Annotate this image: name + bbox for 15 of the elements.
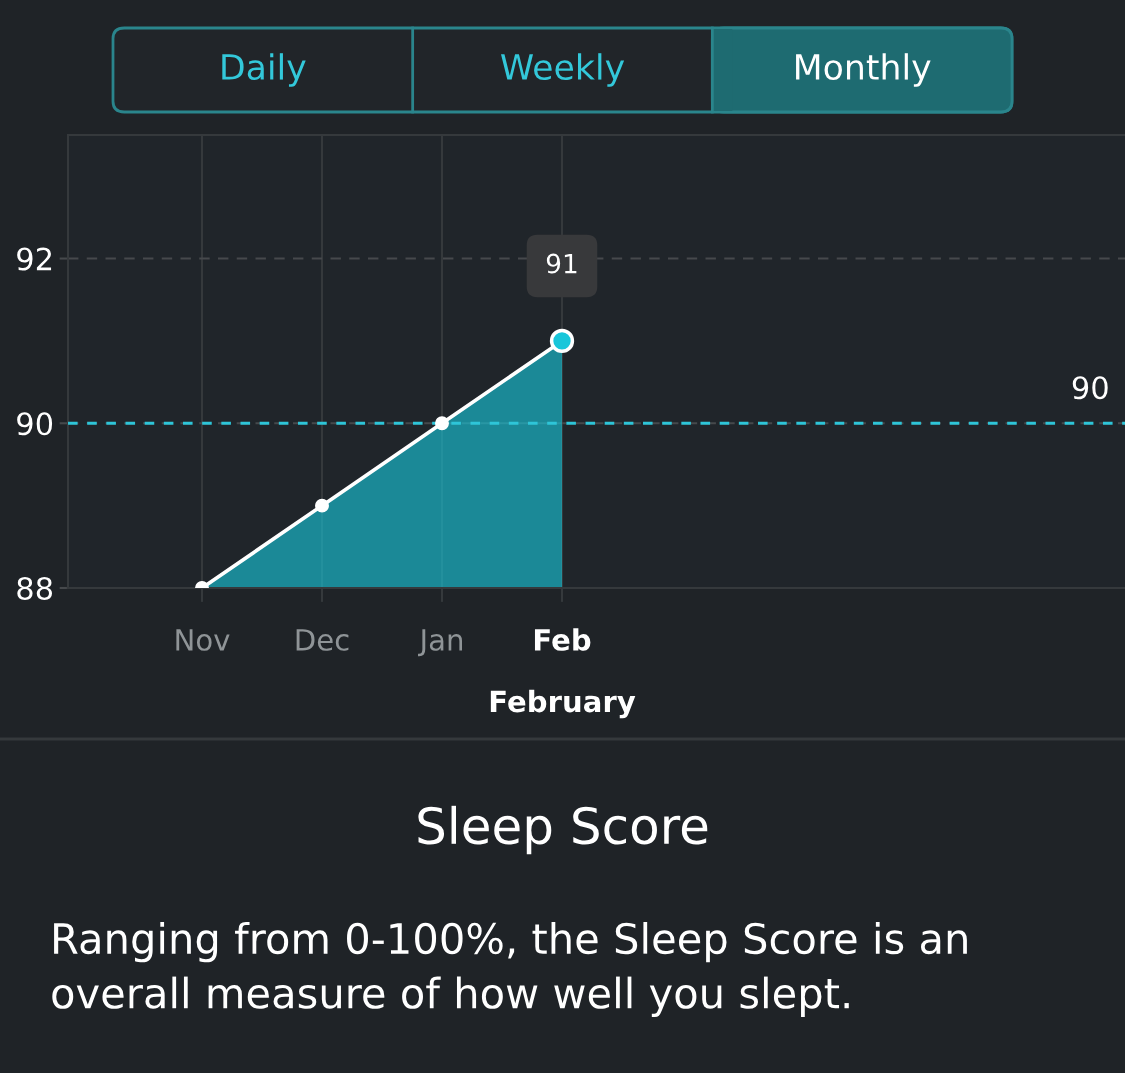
y-tick-label: 90	[17, 412, 53, 436]
text: Sleep Score	[418, 805, 708, 855]
y-tick-label: 92	[17, 247, 52, 271]
x-tick-label: Dec	[296, 629, 349, 651]
x-axis-title: February	[490, 689, 636, 719]
text: Ranging from 0-100%, the Sleep Score is an overall measure of how well you slept.	[52, 922, 967, 1017]
x-tick-label: Nov	[176, 629, 230, 651]
text: Monthly	[796, 53, 931, 87]
ref-line-label: 90	[1072, 376, 1108, 400]
text: Weekly	[500, 53, 625, 87]
annotation: 91	[546, 253, 577, 274]
y-tick-label: 88	[17, 576, 53, 601]
x-tick-label: Jan	[418, 629, 462, 657]
x-tick-label: Feb	[534, 628, 591, 651]
text: Daily	[222, 53, 306, 87]
